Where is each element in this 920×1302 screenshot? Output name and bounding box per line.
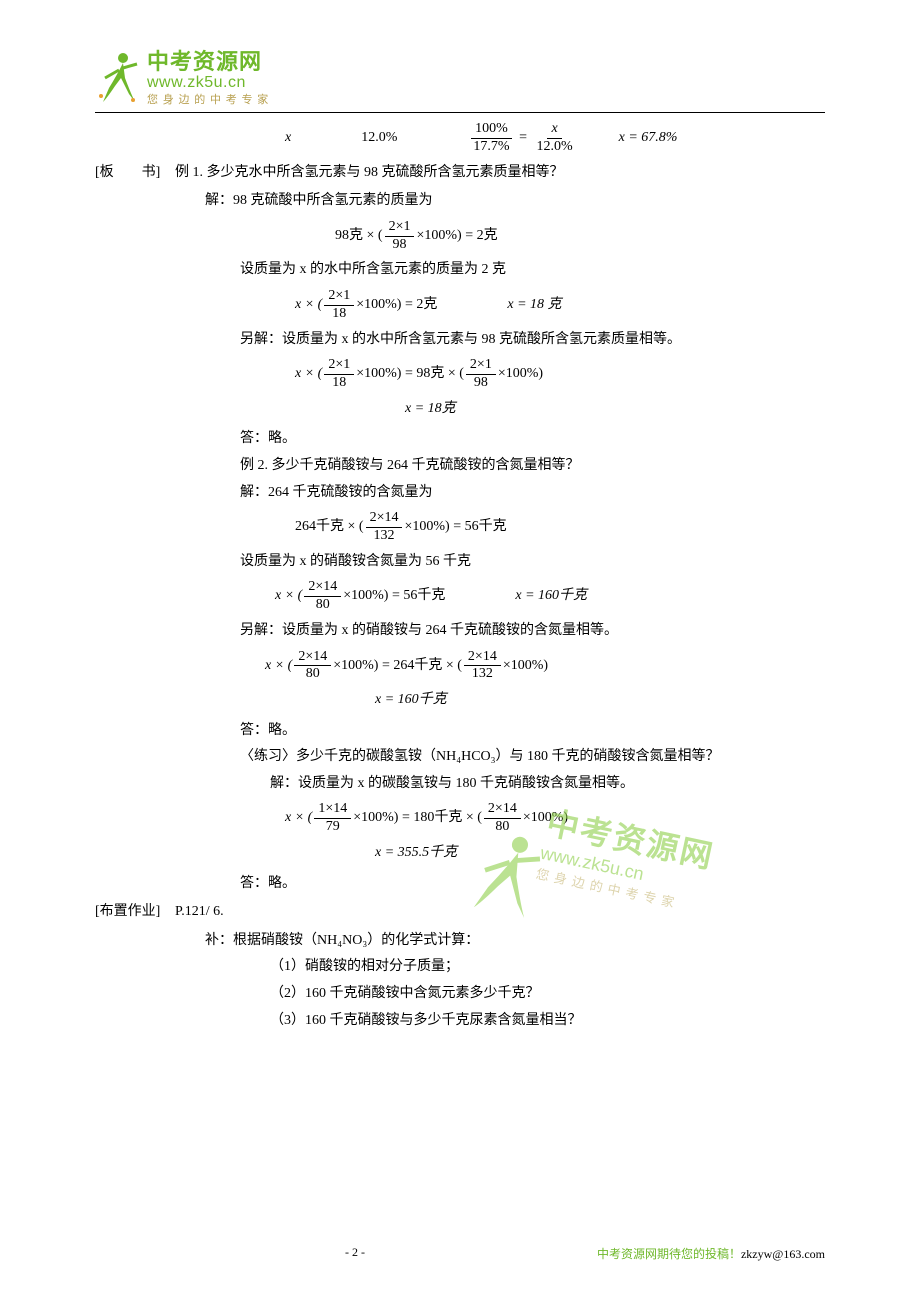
ex2-eq2: x × ( 2×1480 ×100%) = 56千克 x = 160千克 [95,579,825,614]
board-label: [板 书] [95,160,175,187]
practice-answer: 答：略。 [95,871,825,898]
logo-title: 中考资源网 [147,50,269,74]
eq-row-1: x 12.0% 100% 17.7% = x 12.0% x = 67.8% [95,121,825,156]
ex2-eq3-ans: x = 160千克 [95,687,825,714]
ex1-answer: 答：略。 [95,426,825,453]
ex1-sol: 解：98 克硫酸中所含氢元素的质量为 [95,188,825,215]
ex1-eq3-ans: x = 18克 [95,396,825,423]
hw-q1: （1）硝酸铵的相对分子质量； [95,954,825,981]
ex2-title: 例 2. 多少千克硝酸铵与 264 千克硫酸铵的含氮量相等？ [95,453,825,480]
practice-title: 〈练习〉多少千克的碳酸氢铵（NH₄HCO₃）与 180 千克的硝酸铵含氮量相等？ [95,744,825,771]
result-1: x = 67.8% [619,125,678,152]
practice-eq-ans: x = 355.5千克 [95,840,825,867]
logo-figure-icon [95,50,141,106]
hw-sup: 补：根据硝酸铵（NH₄NO₃）的化学式计算： [95,928,825,955]
hw-q2: （2）160 千克硝酸铵中含氮元素多少千克？ [95,981,825,1008]
var-x: x [285,125,291,152]
ex1-eq1: 98克 × ( 2×198 ×100%) = 2克 [95,219,825,254]
pct-12: 12.0% [361,125,397,152]
page-footer: - 2 - 中考资源网期待您的投稿！zkzyw@163.com [95,1245,825,1262]
ex1-alt: 另解：设质量为 x 的水中所含氢元素与 98 克硫酸所含氢元素质量相等。 [95,327,825,354]
ex2-eq1: 264千克 × ( 2×14132 ×100%) = 56千克 [95,510,825,545]
ex2-alt: 另解：设质量为 x 的硝酸铵与 264 千克硫酸铵的含氮量相等。 [95,618,825,645]
board-ex1-title: [板 书] 例 1. 多少克水中所含氢元素与 98 克硫酸所含氢元素质量相等？ [95,160,825,187]
logo-url: www.zk5u.cn [147,74,269,92]
ex1-line2: 设质量为 x 的水中所含氢元素的质量为 2 克 [95,257,825,284]
frac-lhs: 100% 17.7% [469,121,513,156]
ex2-eq3: x × ( 2×1480 ×100%) = 264千克 × ( 2×14132 … [95,649,825,684]
ex1-eq3: x × ( 2×118 ×100%) = 98克 × ( 2×198 ×100%… [95,357,825,392]
hw-q3: （3）160 千克硝酸铵与多少千克尿素含氮量相当？ [95,1008,825,1035]
logo-text: 中考资源网 www.zk5u.cn 您 身 边 的 中 考 专 家 [147,50,269,106]
hw-line: [布置作业] P.121/ 6. [95,899,825,926]
practice-sol: 解：设质量为 x 的碳酸氢铵与 180 千克硝酸铵含氮量相等。 [95,771,825,798]
frac-rhs: x 12.0% [532,121,576,156]
footer-credit: 中考资源网期待您的投稿！zkzyw@163.com [597,1245,825,1262]
hw-label: [布置作业] [95,899,175,926]
ex2-sol: 解：264 千克硫酸铵的含氮量为 [95,480,825,507]
logo-tagline: 您 身 边 的 中 考 专 家 [147,94,269,106]
page-number: - 2 - [345,1245,365,1262]
ex2-answer: 答：略。 [95,718,825,745]
ex1-eq2: x × ( 2×118 ×100%) = 2克 x = 18 克 [95,288,825,323]
ex2-line2: 设质量为 x 的硝酸铵含氮量为 56 千克 [95,549,825,576]
practice-eq: x × ( 1×1479 ×100%) = 180千克 × ( 2×1480 ×… [95,801,825,836]
document-body: x 12.0% 100% 17.7% = x 12.0% x = 67.8% [… [95,121,825,1034]
site-header: 中考资源网 www.zk5u.cn 您 身 边 的 中 考 专 家 [95,50,825,113]
